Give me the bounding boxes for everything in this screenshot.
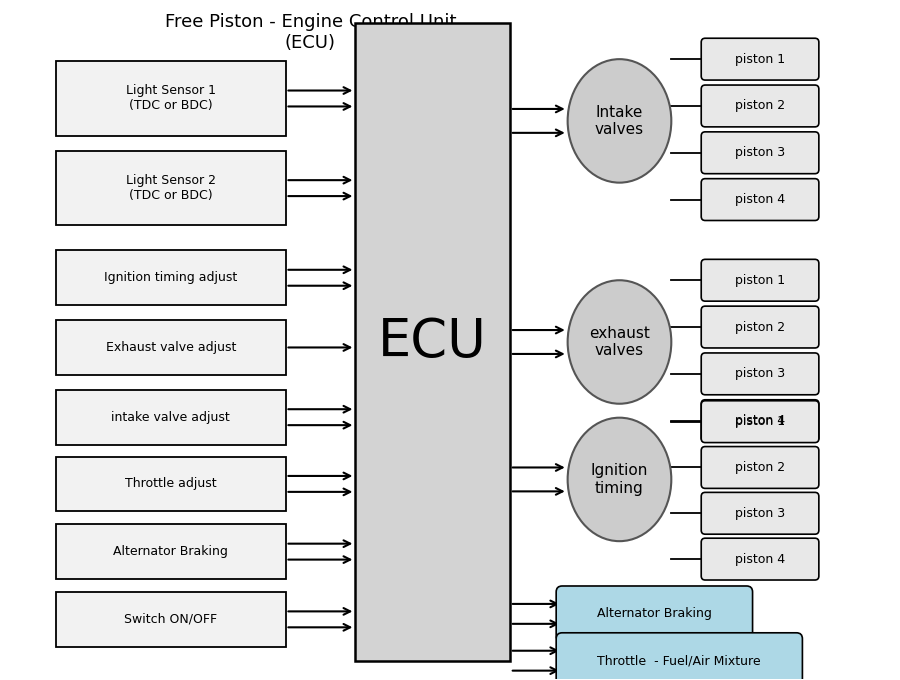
FancyBboxPatch shape bbox=[56, 592, 285, 647]
Text: exhaust
valves: exhaust valves bbox=[589, 326, 650, 358]
Text: Light Sensor 1
(TDC or BDC): Light Sensor 1 (TDC or BDC) bbox=[126, 84, 216, 112]
FancyBboxPatch shape bbox=[701, 447, 819, 488]
FancyBboxPatch shape bbox=[701, 538, 819, 580]
Text: Ignition timing adjust: Ignition timing adjust bbox=[104, 271, 238, 284]
FancyBboxPatch shape bbox=[56, 151, 285, 226]
Text: Intake
valves: Intake valves bbox=[595, 105, 644, 137]
Text: piston 3: piston 3 bbox=[735, 146, 785, 159]
FancyBboxPatch shape bbox=[56, 61, 285, 136]
Text: Switch ON/OFF: Switch ON/OFF bbox=[124, 613, 218, 626]
Text: piston 2: piston 2 bbox=[735, 99, 785, 112]
FancyBboxPatch shape bbox=[56, 456, 285, 511]
Text: piston 3: piston 3 bbox=[735, 507, 785, 520]
Text: piston 4: piston 4 bbox=[735, 193, 785, 206]
Ellipse shape bbox=[568, 418, 671, 541]
Text: Exhaust valve adjust: Exhaust valve adjust bbox=[105, 341, 236, 354]
FancyBboxPatch shape bbox=[701, 85, 819, 127]
Text: piston 1: piston 1 bbox=[735, 274, 785, 287]
Text: piston 1: piston 1 bbox=[735, 415, 785, 428]
FancyBboxPatch shape bbox=[56, 390, 285, 445]
Text: piston 4: piston 4 bbox=[735, 553, 785, 566]
Text: Free Piston - Engine Control Unit
(ECU): Free Piston - Engine Control Unit (ECU) bbox=[165, 14, 456, 52]
FancyBboxPatch shape bbox=[701, 353, 819, 395]
FancyBboxPatch shape bbox=[701, 179, 819, 220]
FancyBboxPatch shape bbox=[701, 259, 819, 301]
Text: piston 2: piston 2 bbox=[735, 320, 785, 334]
Text: Light Sensor 2
(TDC or BDC): Light Sensor 2 (TDC or BDC) bbox=[126, 174, 216, 202]
FancyBboxPatch shape bbox=[556, 633, 803, 680]
FancyBboxPatch shape bbox=[701, 400, 819, 441]
FancyBboxPatch shape bbox=[701, 492, 819, 534]
FancyBboxPatch shape bbox=[56, 320, 285, 375]
FancyBboxPatch shape bbox=[356, 23, 509, 661]
Text: Throttle  - Fuel/Air Mixture: Throttle - Fuel/Air Mixture bbox=[598, 654, 761, 667]
Text: piston 2: piston 2 bbox=[735, 461, 785, 474]
FancyBboxPatch shape bbox=[701, 132, 819, 173]
Text: Alternator Braking: Alternator Braking bbox=[113, 545, 229, 558]
Text: intake valve adjust: intake valve adjust bbox=[112, 411, 230, 424]
Text: Throttle adjust: Throttle adjust bbox=[125, 477, 217, 490]
Text: Inputs: Inputs bbox=[156, 64, 199, 78]
FancyBboxPatch shape bbox=[56, 524, 285, 579]
FancyBboxPatch shape bbox=[701, 401, 819, 443]
Ellipse shape bbox=[568, 59, 671, 183]
FancyBboxPatch shape bbox=[556, 586, 752, 642]
Text: Alternator Braking: Alternator Braking bbox=[597, 607, 712, 620]
Ellipse shape bbox=[568, 280, 671, 404]
FancyBboxPatch shape bbox=[56, 250, 285, 305]
Text: piston 3: piston 3 bbox=[735, 367, 785, 380]
Text: ECU: ECU bbox=[378, 316, 487, 368]
Text: piston 4: piston 4 bbox=[735, 414, 785, 427]
FancyBboxPatch shape bbox=[701, 38, 819, 80]
Text: Ignition
timing: Ignition timing bbox=[590, 463, 648, 496]
FancyBboxPatch shape bbox=[701, 306, 819, 348]
Text: piston 1: piston 1 bbox=[735, 52, 785, 66]
